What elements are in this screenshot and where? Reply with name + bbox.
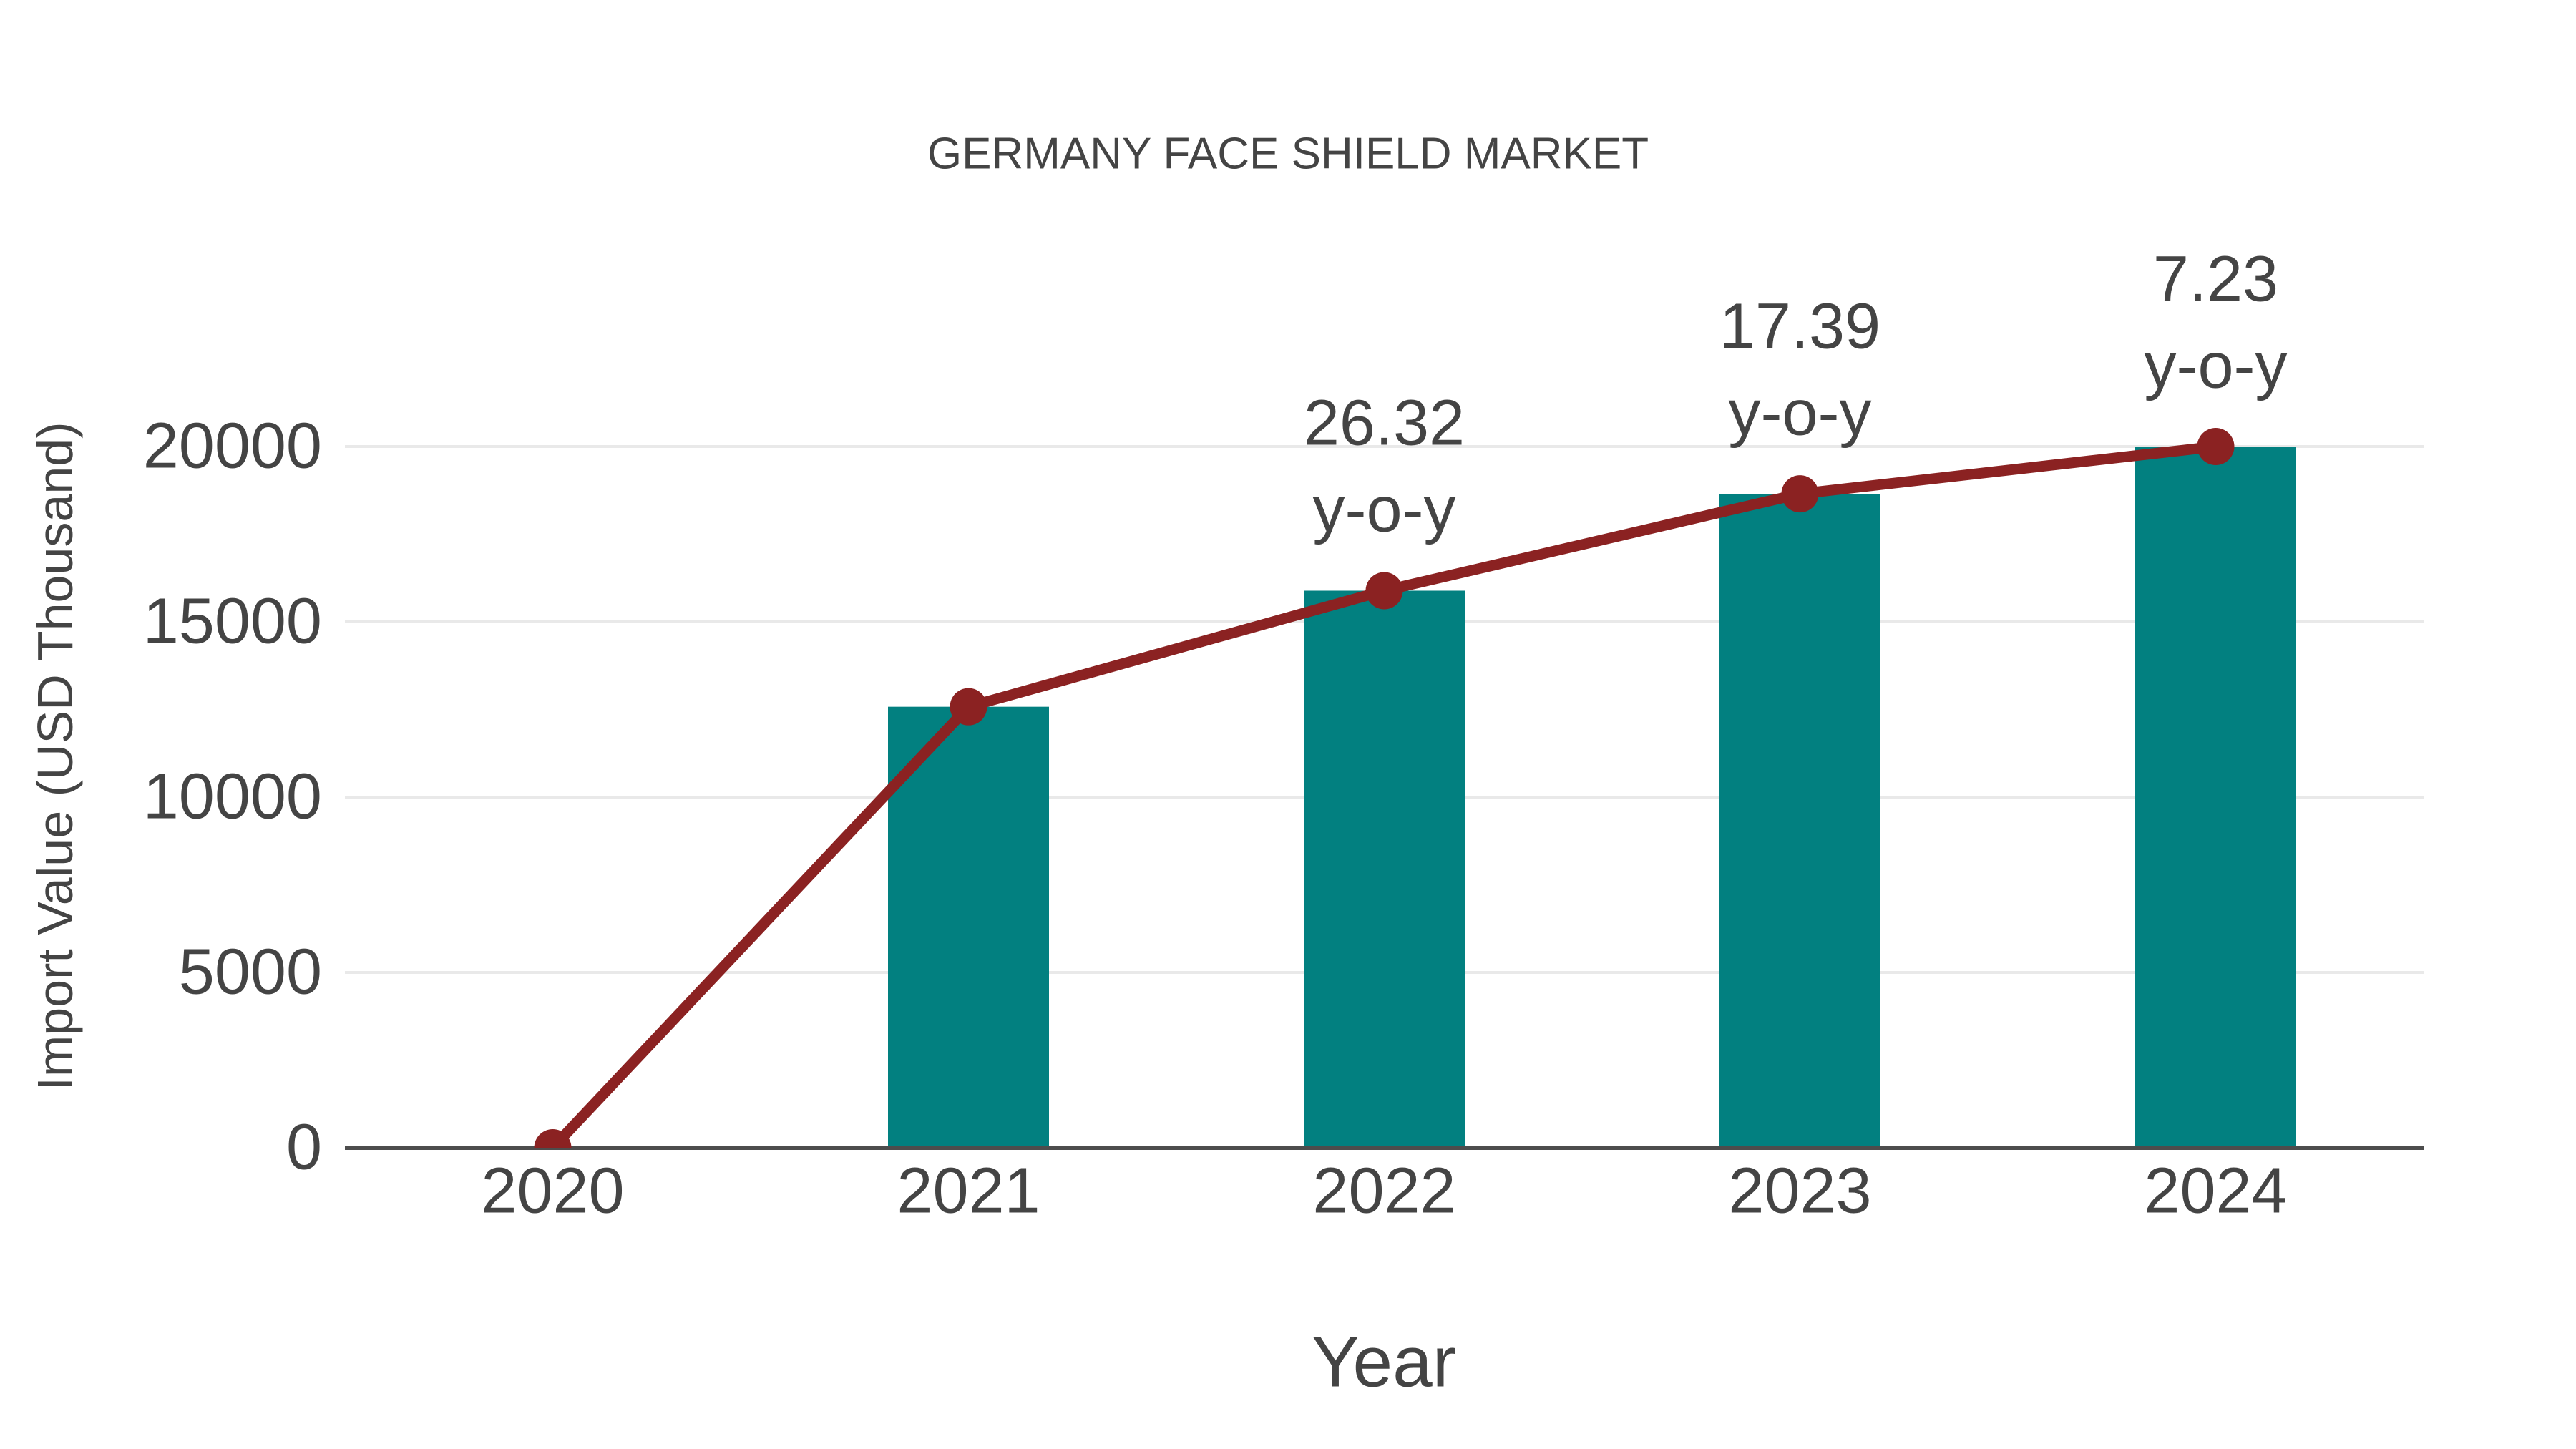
marker-2020 [534, 1129, 572, 1148]
annotation-suffix-2024: y-o-y [2144, 330, 2288, 402]
x-tick-label-2024: 2024 [2144, 1155, 2288, 1227]
annotation-value-2024: 7.23 [2152, 243, 2279, 316]
marker-2021 [950, 688, 987, 726]
annotation-suffix-2023: y-o-y [1728, 377, 1872, 449]
x-tick-label-2020: 2020 [481, 1155, 625, 1227]
x-tick-label-2023: 2023 [1728, 1155, 1872, 1227]
bar-2022 [1304, 590, 1465, 1148]
marker-2023 [1781, 475, 1819, 513]
x-axis-title: Year [1311, 1322, 1457, 1402]
bar-2024 [2135, 447, 2296, 1148]
x-tick-label-2021: 2021 [897, 1155, 1040, 1227]
marker-2024 [2197, 428, 2235, 465]
annotation-value-2022: 26.32 [1303, 387, 1465, 459]
y-tick-label-15000: 15000 [142, 585, 322, 658]
gridline-20000 [345, 445, 2424, 448]
line-series-group [534, 428, 2235, 1148]
x-tick-label-2022: 2022 [1312, 1155, 1456, 1227]
y-tick-label-5000: 5000 [178, 936, 322, 1008]
annotation-value-2023: 17.39 [1719, 291, 1881, 363]
y-tick-label-10000: 10000 [142, 761, 322, 833]
x-axis-line [345, 1146, 2424, 1150]
y-tick-label-20000: 20000 [142, 410, 322, 482]
marker-2022 [1365, 572, 1403, 610]
bar-2021 [888, 706, 1049, 1148]
annotation-suffix-2022: y-o-y [1312, 474, 1456, 546]
chart-title: GERMANY FACE SHIELD MARKET [927, 129, 1649, 179]
y-tick-label-0: 0 [286, 1111, 322, 1184]
bar-2023 [1719, 494, 1880, 1148]
